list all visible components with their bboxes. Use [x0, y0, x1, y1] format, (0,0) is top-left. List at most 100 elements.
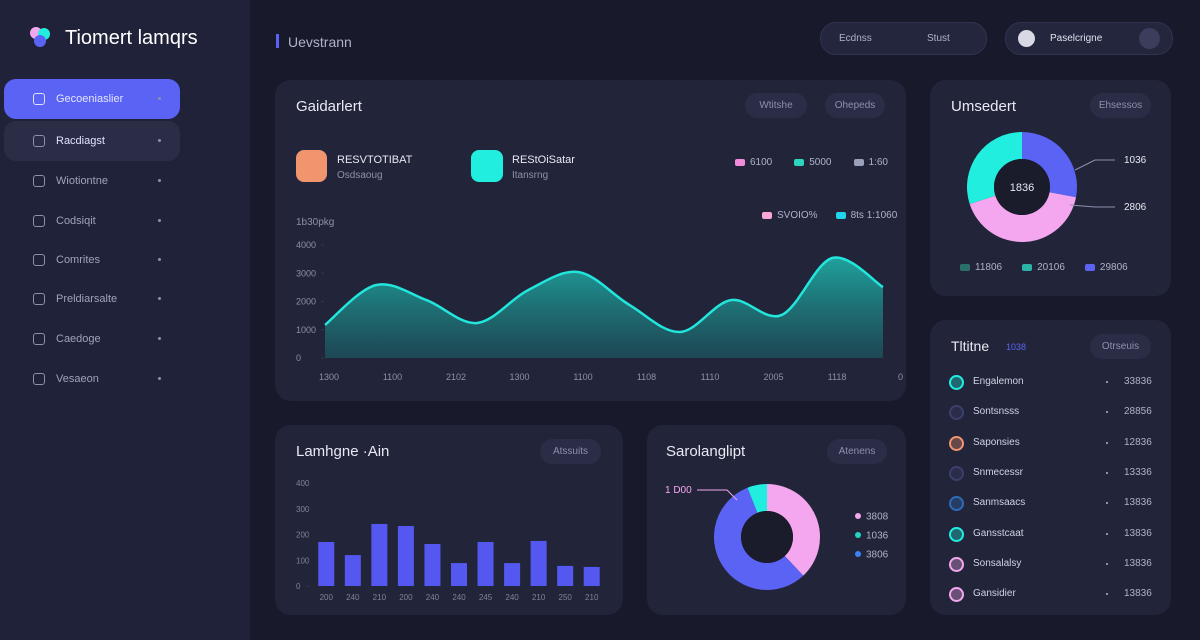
button[interactable]: Atssuits [540, 439, 601, 464]
legend-label: 1036 [866, 531, 889, 542]
nav-item[interactable]: Comrites [4, 240, 180, 280]
x-tick-label: 240 [346, 593, 360, 602]
x-tick-label: 240 [505, 593, 519, 602]
user-box[interactable]: Paselcrigne [1005, 22, 1173, 55]
row-label: Gansstcaat [973, 527, 1024, 539]
legend-swatch [835, 212, 846, 219]
row-dot [1106, 562, 1108, 565]
button[interactable]: Atenens [827, 439, 887, 464]
area-fill [325, 257, 883, 358]
nav-item[interactable]: Gecoeniaslier [4, 79, 180, 119]
nav-item[interactable]: Preldiarsalte [4, 279, 180, 319]
donut-hole [741, 511, 793, 563]
y-tick-label: 0 [296, 582, 301, 591]
button[interactable]: Ehsessos [1090, 93, 1151, 118]
y-axis-label: 1b30pkg [296, 217, 335, 228]
x-tick-label: 1110 [701, 372, 720, 382]
callout: 2806 [1124, 202, 1147, 213]
search-box[interactable]: Ecdnss Stust [820, 22, 987, 55]
chevron [158, 219, 161, 222]
row-label: Engalemon [973, 376, 1024, 387]
row-dot [1106, 381, 1108, 383]
stat-label: REStOiSatar [512, 154, 575, 166]
legend-label: 8ts 1:1060 [850, 210, 898, 221]
legend-label: SVOIO% [777, 210, 818, 221]
area-line [324, 256, 884, 334]
button[interactable]: Otrseuis [1090, 334, 1151, 359]
y-tick-label: 1000 [296, 325, 316, 335]
card-title: Sarolanglipt [666, 443, 746, 460]
button[interactable]: Ohepeds [825, 93, 885, 118]
nav-label: Codsiqit [56, 215, 96, 227]
row-dot [1106, 471, 1108, 474]
list-row: Snmecessr 13336 [930, 465, 1171, 481]
row-value: 33836 [1124, 376, 1152, 387]
nav-icon [33, 373, 45, 385]
row-dot [1106, 532, 1108, 535]
x-tick-label: 200 [320, 593, 334, 602]
legend-item: 29806 [1084, 262, 1128, 273]
search-filter: Stust [927, 33, 950, 44]
chevron [158, 179, 161, 182]
chevron [158, 297, 161, 300]
list-row: Gansstcaat 13836 [930, 526, 1171, 542]
nav-icon [33, 175, 45, 187]
row-dot [1106, 441, 1108, 444]
donut-center: 1836 [1010, 182, 1034, 194]
legend-label: 6100 [750, 157, 773, 168]
legend-swatch [1084, 264, 1095, 271]
row-label: Sonsalalsy [973, 557, 1022, 569]
legend-label: 5000 [809, 157, 832, 168]
donut-segment [967, 132, 1022, 204]
bar [530, 540, 547, 586]
stat-sub: Osdsaoug [337, 170, 383, 181]
y-tick-label: 3000 [296, 268, 316, 278]
donut-segment [1022, 132, 1077, 198]
nav-item[interactable]: Wiotiontne [4, 161, 180, 201]
x-tick-label: 1100 [573, 372, 592, 382]
nav-label: Wiotiontne [56, 175, 108, 187]
legend-item: 6100 [735, 157, 772, 168]
x-tick-label: 200 [399, 593, 413, 602]
row-icon [949, 465, 964, 481]
nav-item[interactable]: Codsiqit [4, 201, 180, 241]
y-tick-label: 0 [296, 353, 301, 363]
nav-item[interactable]: Racdiagst [4, 121, 180, 161]
nav-label: Comrites [56, 254, 101, 266]
legend: 6100 5000 1:60 [735, 157, 888, 168]
chevron [158, 97, 161, 100]
search-label: Ecdnss [839, 33, 872, 44]
card-title: Lamhgne ·Ain [296, 443, 390, 460]
stat-sub: Itansrng [512, 170, 549, 181]
y-tick-label: 200 [296, 531, 310, 540]
x-tick-label: 240 [426, 593, 440, 602]
nav-label: Gecoeniaslier [56, 93, 124, 105]
button[interactable]: Wtitshe [745, 93, 807, 118]
bar [397, 526, 414, 586]
nav-item[interactable]: Caedoge [4, 319, 180, 359]
nav-label: Preldiarsalte [56, 293, 118, 305]
row-value: 13336 [1124, 466, 1152, 478]
nav-item[interactable]: Vesaeon [4, 359, 180, 399]
x-tick-label: 250 [559, 593, 573, 602]
row-icon [949, 526, 964, 542]
row-dot [1106, 502, 1108, 505]
callout: 1 D00 [665, 485, 692, 496]
row-value: 12836 [1124, 436, 1152, 448]
legend-swatch [794, 159, 805, 166]
bar [557, 565, 574, 586]
brand: Tiomert lamqrs [65, 27, 198, 49]
chevron [158, 139, 161, 142]
bar [318, 541, 335, 586]
legend-item: 1:60 [853, 157, 888, 168]
area-chart: 0 1000 2000 3000 4000 1300 1100 2102 1300 1100 110… [296, 240, 903, 382]
bar [371, 523, 388, 586]
list-card: Tltitne 1038 Otrseuis Engalemon 33836 Sont… [930, 320, 1171, 615]
legend-label: 20106 [1037, 262, 1065, 273]
y-tick-label: 4000 [296, 240, 316, 250]
row-label: Sontsnsss [973, 406, 1020, 418]
bar [477, 541, 494, 586]
row-value: 13836 [1124, 588, 1152, 600]
list-row: Sanmsaacs 13836 [930, 495, 1171, 512]
